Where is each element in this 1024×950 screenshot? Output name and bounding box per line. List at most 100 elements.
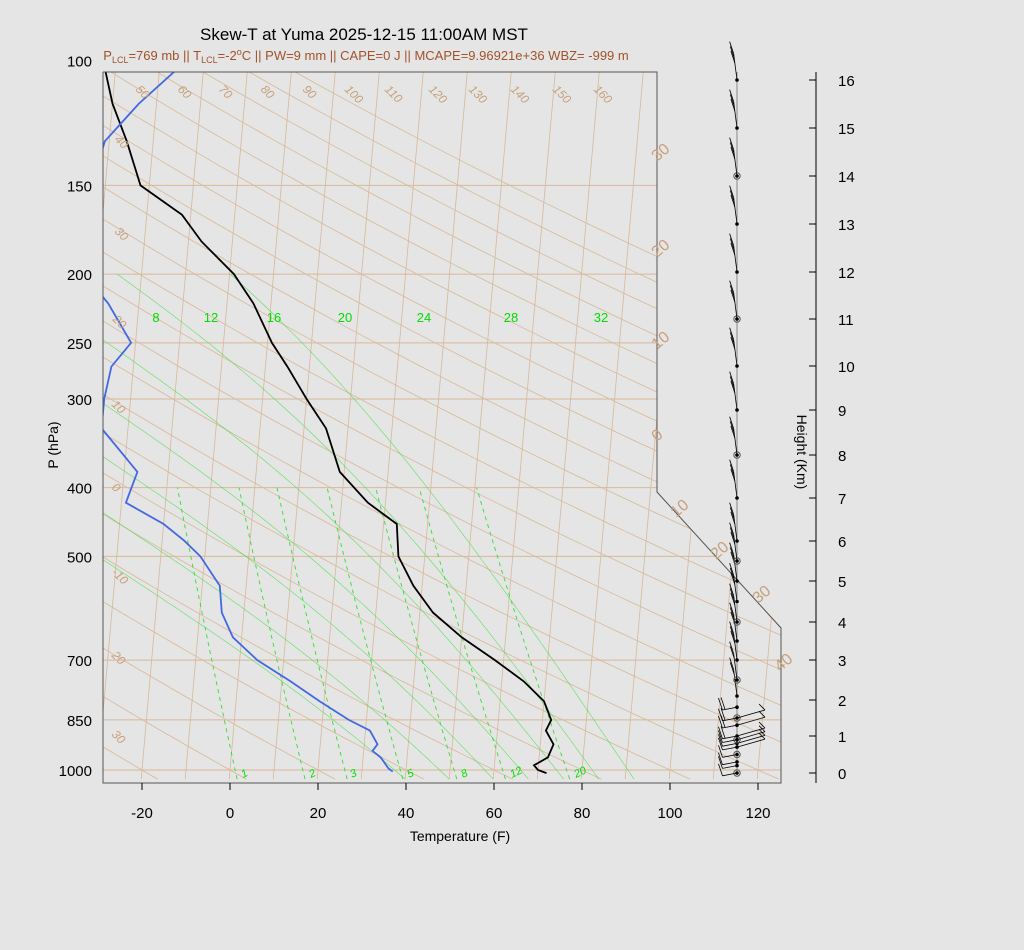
- wind-barb-flag: [718, 763, 723, 776]
- x-tick-label: 60: [486, 805, 503, 822]
- moist-adiabat-line: [116, 273, 600, 780]
- wind-barb-flag: [758, 703, 766, 711]
- wind-barb-flag: [729, 527, 735, 540]
- pressure-tick-label: 250: [67, 336, 92, 353]
- wind-barb-flag: [729, 280, 735, 293]
- wind-barb-flag: [730, 51, 736, 64]
- wind-barb-flag: [729, 285, 735, 298]
- wind-barb-flag: [729, 376, 735, 389]
- isotherm-line: [756, 72, 781, 780]
- dry-adiabat-line: [0, 61, 69, 780]
- wind-barb-flag: [729, 607, 735, 620]
- plot-background: [103, 72, 781, 783]
- wind-barb-shaft: [722, 743, 738, 747]
- dry-adiabat-line: [103, 72, 691, 780]
- wind-barb-flag: [758, 721, 766, 729]
- subtitle-p: P: [103, 48, 112, 63]
- dry-adiabat-line: [103, 72, 781, 780]
- wind-barb-flag: [729, 542, 735, 555]
- x-tick-label: 120: [745, 805, 770, 822]
- isotherm-line: [9, 61, 72, 780]
- wind-barb-flag: [730, 426, 736, 439]
- plot-frame: [102, 71, 782, 784]
- height-tick-label: 7: [838, 491, 846, 508]
- wind-barb-flag: [729, 185, 735, 198]
- height-tick-label: 12: [838, 265, 855, 282]
- wind-barb-flag: [729, 657, 735, 670]
- wind-barb-flag: [730, 631, 736, 644]
- x-axis-label: Temperature (F): [410, 828, 510, 844]
- wind-barb-flag: [730, 195, 736, 208]
- wind-barb-flag: [729, 522, 735, 535]
- wind-marker-circle: [733, 714, 741, 722]
- height-tick-label: 5: [838, 574, 846, 591]
- height-tick-label: 11: [838, 312, 854, 329]
- wind-barb-flag: [729, 563, 735, 576]
- height-tick-label: 0: [838, 766, 846, 783]
- mixing-ratio-line: [238, 487, 306, 780]
- moist-adiabat-label: 24: [417, 310, 431, 325]
- wind-barb-flag: [729, 41, 735, 54]
- mixing-ratio-label: 8: [459, 767, 470, 781]
- wind-barb-flag: [718, 745, 723, 758]
- mixing-ratio-label: 3: [348, 767, 359, 781]
- wind-marker-circle: [733, 315, 741, 323]
- height-tick-label: 8: [838, 448, 846, 465]
- wind-barb-shaft: [722, 765, 738, 769]
- mixing-ratio-line: [375, 487, 458, 780]
- y-axis-label: P (hPa): [45, 421, 61, 468]
- pressure-tick-label: 400: [67, 481, 92, 498]
- dry-adiabat-line: [103, 72, 781, 780]
- mixing-ratio-label: 1: [239, 767, 250, 780]
- wind-barb-flag: [718, 708, 723, 721]
- subtitle-p-sub: LCL: [112, 55, 129, 65]
- wind-barb-flag: [718, 730, 723, 743]
- height-tick-label: 2: [838, 693, 846, 710]
- dry-adiabat-line: [103, 72, 781, 780]
- moist-adiabat-label: 12: [204, 310, 218, 325]
- wind-barb-shaft: [736, 735, 766, 744]
- isotherm-line: [316, 72, 381, 780]
- wind-barb-flag: [730, 572, 736, 585]
- isotherm-line: [448, 72, 513, 780]
- pressure-tick-label: 100: [67, 54, 92, 71]
- x-tick-label: 80: [574, 805, 591, 822]
- dry-adiabat-line: [103, 72, 781, 780]
- wind-barb-flag: [718, 697, 723, 711]
- wind-barb-flag: [729, 588, 735, 601]
- wind-barb-flag: [729, 602, 735, 615]
- dry-adiabat-line: [103, 72, 424, 780]
- wind-barb-flag: [730, 147, 736, 160]
- wind-marker-circle: [733, 557, 741, 565]
- dry-adiabat-line: [103, 72, 781, 780]
- dry-adiabat-line: [103, 72, 513, 780]
- wind-barb-flag: [729, 46, 735, 59]
- dry-adiabat-line: [103, 72, 781, 780]
- moist-adiabat-label: 32: [594, 310, 608, 325]
- isotherm-line: [103, 72, 161, 780]
- wind-barb-flag: [730, 290, 736, 303]
- moist-adiabat-label: 8: [152, 310, 159, 325]
- moist-adiabat-label: 16: [267, 310, 281, 325]
- wind-barb-shaft: [722, 761, 738, 766]
- wind-barb-flag: [729, 583, 735, 596]
- pressure-tick-label: 850: [67, 713, 92, 730]
- isotherm-line: [184, 72, 249, 780]
- wind-barb-flag: [729, 567, 735, 581]
- wind-barb-flag: [729, 646, 735, 659]
- wind-barb-shaft: [736, 731, 766, 741]
- moist-adiabat-line: [103, 273, 494, 780]
- height-tick-label: 1: [838, 729, 846, 746]
- x-tick-label: -20: [131, 805, 153, 822]
- wind-barb-flag: [730, 512, 736, 525]
- isotherm-line: [492, 72, 557, 780]
- height-tick-label: 14: [838, 169, 855, 186]
- height-tick-label: 9: [838, 403, 846, 420]
- wind-barb-flag: [720, 708, 726, 721]
- wind-barb-flag: [729, 459, 735, 472]
- dry-adiabat-line: [103, 72, 336, 780]
- height-tick-label: 15: [838, 121, 855, 138]
- wind-marker-circle: [733, 618, 741, 626]
- mixing-ratio-line: [177, 487, 238, 780]
